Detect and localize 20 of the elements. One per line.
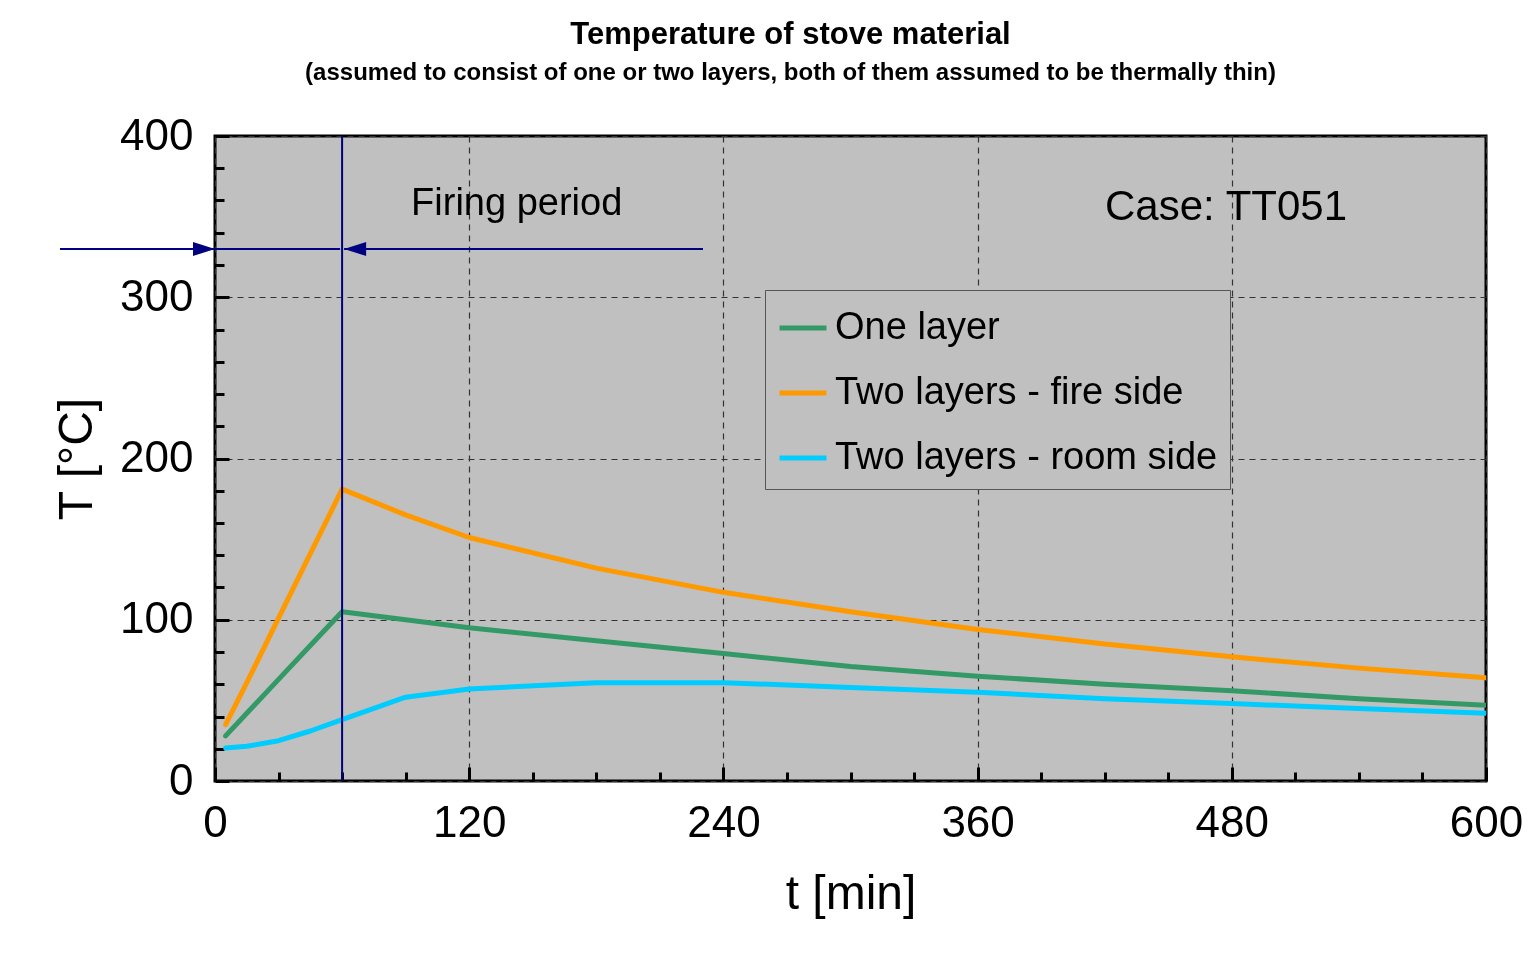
annotation: Firing period [411, 180, 623, 223]
x-axis-title: t [min] [785, 865, 917, 919]
legend-label: One layer [835, 305, 1001, 347]
y-tick-label: 100 [120, 593, 194, 643]
x-tick-label: 360 [941, 796, 1015, 846]
x-tick-label: 240 [687, 796, 761, 846]
chart-title: Temperature of stove material [570, 16, 1011, 51]
y-tick-label: 400 [120, 109, 194, 159]
x-tick-label: 480 [1195, 796, 1270, 846]
x-tick-label: 0 [203, 796, 228, 846]
y-tick-label: 0 [169, 754, 194, 804]
x-tick-label: 120 [432, 796, 507, 846]
legend-label: Two layers - fire side [835, 370, 1184, 412]
y-tick-label: 300 [120, 270, 194, 320]
chart-subtitle: (assumed to consist of one or two layers, both of them assumed to be thermally thin) [305, 58, 1276, 85]
legend-label: Two layers - room side [835, 435, 1218, 477]
y-axis-title: T [°C] [49, 397, 103, 521]
x-tick-label: 600 [1449, 796, 1524, 846]
y-tick-label: 200 [120, 432, 194, 481]
annotation: Case: TT051 [1104, 182, 1348, 229]
